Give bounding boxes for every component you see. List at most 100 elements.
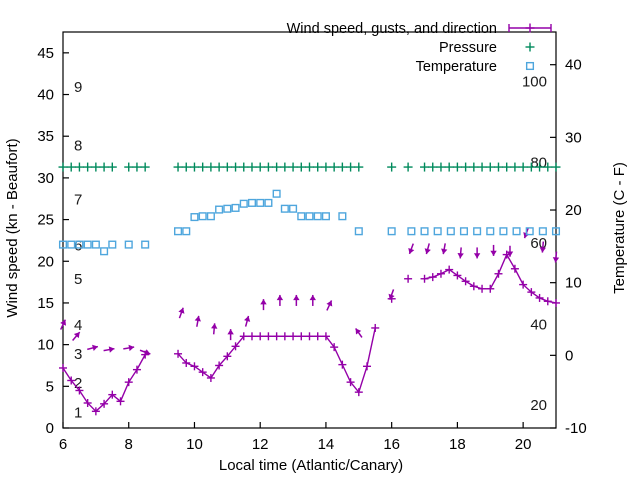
square-marker [297, 212, 306, 221]
square-marker [256, 198, 265, 207]
y2-tick-label: 0 [565, 347, 573, 364]
square-marker [289, 204, 298, 213]
y-tick-label: 10 [37, 337, 54, 354]
square-marker [305, 212, 314, 221]
series-0 [59, 250, 560, 416]
y-axis-title: Wind speed (kn - Beaufort) [4, 138, 21, 317]
square-marker [272, 189, 281, 198]
chart-legend: Wind speed, gusts, and direction Pressure… [287, 21, 552, 75]
x-tick-label: 16 [383, 436, 400, 453]
x-tick-label: 20 [515, 436, 532, 453]
x-tick-label: 12 [252, 436, 269, 453]
square-marker [538, 227, 547, 236]
arrow-head [227, 329, 234, 335]
square-marker [420, 227, 429, 236]
square-marker [215, 205, 224, 214]
fahrenheit-label: 100 [522, 74, 547, 91]
legend-label-1: Pressure [439, 40, 497, 56]
arrow-head [144, 349, 151, 356]
arrow-head [388, 293, 395, 300]
square-marker [459, 227, 469, 236]
square-marker [182, 227, 191, 236]
y-tick-label: 30 [37, 170, 54, 187]
square-marker [512, 227, 521, 236]
square-marker [387, 227, 396, 236]
square-marker [525, 61, 535, 71]
arrow-head [326, 300, 333, 307]
arrow-head [244, 315, 251, 322]
data-series [58, 162, 561, 416]
square-marker [473, 227, 482, 236]
square-marker [486, 227, 495, 236]
x-tick-label: 6 [59, 436, 67, 453]
arrow-head [552, 257, 560, 263]
square-marker [313, 212, 322, 221]
series-2 [58, 162, 561, 172]
square-marker [83, 240, 92, 249]
y-tick-label: 15 [37, 295, 54, 312]
x-tick-label: 10 [186, 436, 203, 453]
series-1 [59, 227, 560, 356]
y-tick-label: 35 [37, 128, 54, 145]
arrow-head [60, 319, 67, 326]
beaufort-label: 6 [74, 238, 82, 255]
arrow-head [108, 346, 115, 353]
y2-tick-label: 10 [565, 275, 582, 292]
square-marker [108, 240, 117, 249]
arrow-head [128, 344, 135, 352]
arrow-head [73, 332, 80, 339]
y2-tick-label: 20 [565, 202, 582, 219]
square-marker [198, 212, 207, 221]
arrow-head [506, 251, 514, 257]
beaufort-label: 3 [74, 346, 82, 363]
arrow-head [490, 250, 497, 256]
y-tick-label: 45 [37, 45, 54, 62]
square-marker [67, 240, 76, 249]
arrow-head [276, 294, 284, 301]
x-tick-label: 8 [125, 436, 133, 453]
beaufort-label: 4 [74, 317, 82, 334]
arrow-head [293, 294, 300, 301]
y2-tick-label: -10 [565, 420, 587, 437]
arrow-head [260, 299, 267, 305]
square-marker [354, 227, 363, 236]
legend-label-0: Wind speed, gusts, and direction [287, 21, 497, 37]
square-marker [407, 227, 416, 236]
square-marker [124, 240, 133, 249]
square-marker [58, 240, 68, 249]
arrow-head [408, 247, 415, 254]
square-marker [446, 227, 455, 236]
arrow-head [178, 307, 185, 314]
beaufort-label: 1 [74, 404, 82, 421]
y-tick-label: 5 [46, 378, 54, 395]
square-marker [280, 204, 289, 213]
arrow-head [92, 344, 98, 351]
square-marker [433, 227, 442, 236]
square-marker [91, 240, 100, 249]
y2-tick-label: 40 [565, 57, 582, 74]
square-marker [264, 198, 273, 207]
y-tick-label: 20 [37, 253, 54, 270]
arrow-head [355, 328, 362, 335]
fahrenheit-label: 40 [530, 316, 547, 333]
arrow-head [211, 323, 218, 329]
beaufort-label: 7 [74, 192, 82, 209]
square-marker [173, 227, 183, 236]
arrow-head [457, 252, 464, 259]
fahrenheit-label: 20 [530, 397, 547, 414]
square-marker [231, 203, 240, 212]
y2-tick-label: 30 [565, 129, 582, 146]
beaufort-label: 9 [74, 79, 82, 96]
y2-axis-title: Temperature (C - F) [611, 162, 628, 294]
square-marker [338, 212, 347, 221]
x-axis-title: Local time (Atlantic/Canary) [219, 457, 403, 474]
arrow-head [194, 315, 201, 322]
square-marker [75, 240, 84, 249]
square-marker [141, 240, 150, 249]
square-marker [499, 227, 508, 236]
square-marker [223, 204, 232, 213]
plot-frame [62, 31, 557, 429]
